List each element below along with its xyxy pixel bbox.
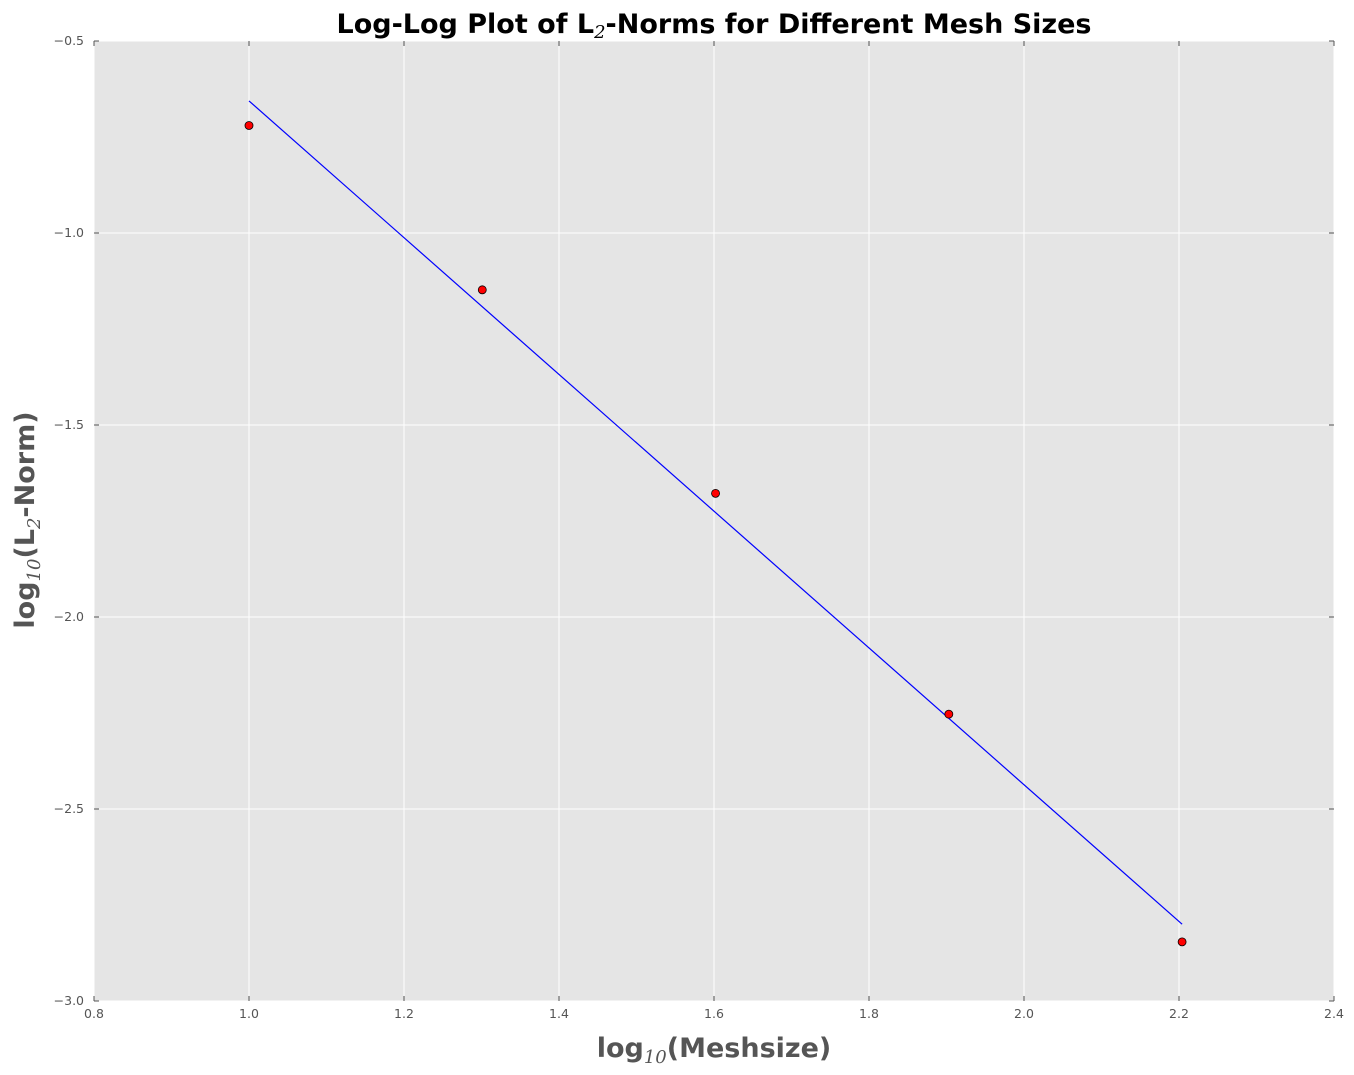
x-tick-label: 2.4 (1324, 1006, 1344, 1021)
x-axis-label-prefix: log (597, 1033, 644, 1064)
x-axis-label: log10(Meshsize) (597, 1033, 832, 1068)
y-tick-label: −3.0 (54, 993, 84, 1008)
chart-title-suffix: -Norms for Different Mesh Sizes (606, 9, 1092, 40)
y-tick-label: −1.0 (54, 225, 84, 240)
x-tick-label: 1.8 (859, 1006, 879, 1021)
y-axis-label: log10(L2-Norm) (10, 411, 45, 628)
y-axis-label-mid: (L (10, 529, 41, 559)
data-point (944, 709, 954, 719)
x-tick-label: 2.0 (1014, 1006, 1034, 1021)
ticks: 0.8 1.0 1.2 1.4 1.6 1.8 2.0 2.2 2.4 −0.5 −1.0 −1.5 −… (54, 33, 1344, 1021)
chart-title-prefix: Log-Log Plot of L (337, 9, 595, 40)
chart-title-subscript: 2 (593, 22, 605, 43)
x-tick-label: 1.0 (239, 1006, 259, 1021)
y-axis-label-suffix: -Norm) (10, 411, 41, 517)
y-tick-label: −0.5 (54, 33, 84, 48)
x-tick-label: 1.6 (704, 1006, 724, 1021)
y-axis-label-subscript-2: 2 (24, 518, 45, 530)
y-axis-label-subscript: 10 (24, 559, 45, 582)
y-axis-label-prefix: log (10, 581, 41, 628)
chart-title: Log-Log Plot of L2-Norms for Different M… (337, 9, 1092, 43)
x-tick-label: 0.8 (84, 1006, 104, 1021)
fit-line (248, 100, 1183, 925)
y-tick-label: −2.5 (54, 801, 84, 816)
x-tick-label: 1.2 (394, 1006, 414, 1021)
x-tick-label: 2.2 (1169, 1006, 1189, 1021)
y-tick-label: −1.5 (54, 417, 84, 432)
data-point (244, 121, 254, 130)
data-point (1177, 937, 1187, 947)
x-tick-label: 1.4 (549, 1006, 569, 1021)
x-axis-label-subscript: 10 (644, 1047, 667, 1068)
data-point (711, 488, 720, 498)
data-layer (244, 100, 1187, 947)
data-point (477, 285, 487, 295)
x-axis-label-suffix: (Meshsize) (667, 1033, 832, 1064)
y-tick-label: −2.0 (54, 609, 84, 624)
